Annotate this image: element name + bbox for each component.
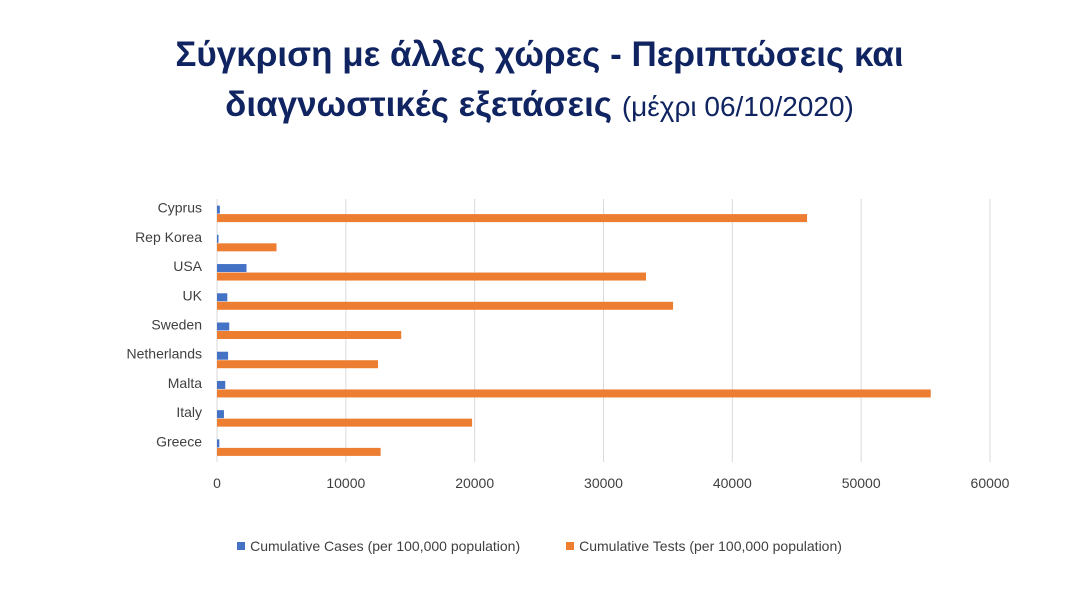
y-category-label: Cyprus [158, 200, 202, 216]
x-tick-label: 60000 [971, 475, 1010, 491]
y-category-label: Greece [156, 433, 202, 449]
bar-tests [217, 301, 674, 310]
x-tick-label: 0 [213, 475, 221, 491]
bar-cases [217, 264, 247, 273]
legend-swatch-cases [237, 542, 246, 550]
x-tick-label: 10000 [326, 475, 365, 491]
legend-item-cases: Cumulative Cases (per 100,000 population… [237, 538, 520, 554]
legend-swatch-tests [566, 542, 575, 550]
bar-tests [217, 331, 402, 339]
bar-cases [217, 293, 228, 302]
x-tick-label: 40000 [713, 475, 752, 491]
y-category-label: Sweden [151, 317, 202, 333]
bar-tests [217, 272, 647, 281]
x-tick-label: 30000 [584, 475, 623, 491]
y-category-label: USA [173, 258, 202, 274]
legend-item-tests: Cumulative Tests (per 100,000 population… [566, 538, 842, 554]
bar-cases [217, 410, 224, 419]
legend-label-tests: Cumulative Tests (per 100,000 population… [579, 538, 842, 554]
y-category-label: Italy [176, 404, 202, 420]
bar-cases [217, 351, 229, 360]
title-date: (μέχρι 06/10/2020) [621, 91, 854, 122]
bar-tests [217, 418, 473, 427]
bar-tests [217, 389, 931, 398]
title-line-1: Σύγκριση με άλλες χώρες - Περιπτώσεις κα… [175, 35, 904, 74]
x-tick-label: 20000 [455, 475, 494, 491]
bar-tests [217, 243, 277, 252]
title-line-2-main: διαγνωστικές εξετάσεις [225, 85, 613, 124]
x-tick-label: 50000 [842, 475, 881, 491]
bar-cases [217, 322, 230, 331]
bar-tests [217, 360, 379, 369]
y-category-label: Rep Korea [135, 229, 202, 245]
y-category-label: UK [183, 287, 203, 303]
bar-cases [217, 439, 220, 448]
bar-cases [217, 234, 219, 243]
bar-tests [217, 214, 808, 223]
y-category-label: Malta [168, 375, 202, 391]
title-line-2: διαγνωστικές εξετάσεις (μέχρι 06/10/2020… [0, 80, 1079, 132]
legend-label-cases: Cumulative Cases (per 100,000 population… [250, 538, 521, 554]
y-category-label: Netherlands [127, 346, 203, 362]
page-title: Σύγκριση με άλλες χώρες - Περιπτώσεις κα… [0, 30, 1079, 132]
bar-tests [217, 447, 381, 456]
chart-legend: Cumulative Cases (per 100,000 population… [0, 538, 1079, 554]
bar-cases [217, 380, 226, 389]
bar-cases [217, 205, 220, 214]
